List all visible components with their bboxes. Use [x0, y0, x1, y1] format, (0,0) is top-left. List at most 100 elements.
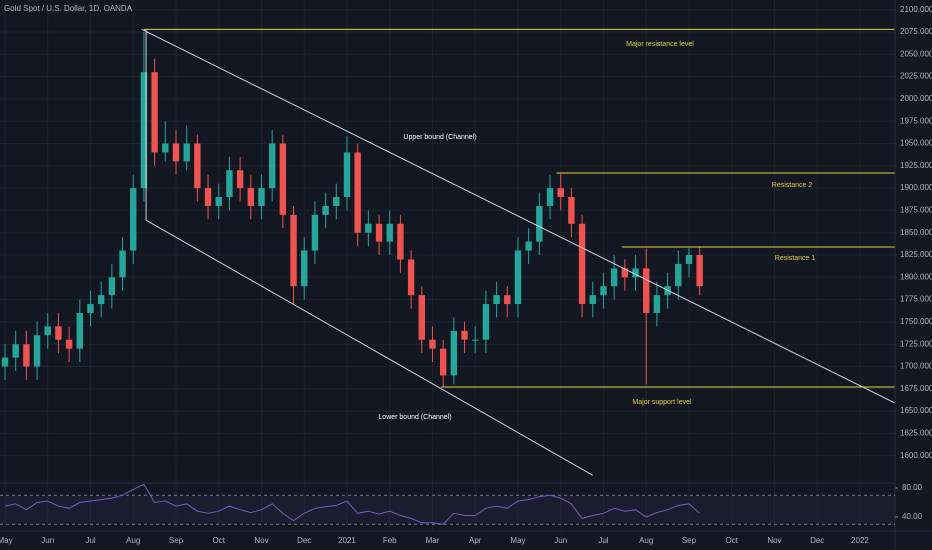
x-tick-label: Aug [126, 536, 140, 545]
candle-body [247, 188, 255, 206]
y-tick-label: 1950.000 [900, 139, 932, 148]
y-tick-label: 1875.000 [900, 206, 932, 215]
candle-body [65, 339, 73, 349]
y-tick-label: 2050.000 [900, 49, 932, 58]
candle-body [568, 197, 575, 224]
candle-body [333, 197, 340, 206]
y-tick-label: 1900.000 [900, 183, 932, 192]
candle-body [536, 205, 543, 242]
candle-body [23, 344, 30, 367]
x-tick-label: Mar [426, 536, 440, 545]
candle-body [1, 357, 9, 367]
candle-body [589, 295, 596, 305]
candle-body [397, 223, 404, 260]
candle-body [418, 295, 425, 340]
candle-body [183, 143, 190, 162]
candle-body [365, 223, 372, 233]
candle-body [461, 330, 468, 340]
candle-body [119, 250, 126, 278]
y-tick-label: 2075.000 [900, 27, 932, 36]
annotation-label: Major support level [632, 399, 692, 406]
candle-body [472, 339, 479, 341]
candle-body [439, 348, 447, 376]
y-tick-label: 1625.000 [900, 428, 932, 437]
x-tick-label: Nov [254, 536, 268, 545]
candle-body [429, 339, 436, 349]
x-tick-label: Feb [383, 536, 397, 545]
x-tick-label: Apr [469, 536, 482, 545]
candle-body [204, 188, 212, 206]
rsi-tick-label: 80.00 [902, 483, 923, 492]
x-tick-label: Jul [85, 536, 95, 545]
candle-body [386, 223, 393, 242]
x-tick-label: Sep [169, 536, 184, 545]
x-tick-label: Jul [598, 536, 608, 545]
x-tick-label: 2022 [851, 536, 869, 545]
x-tick-label: Oct [725, 536, 738, 545]
candle-body [600, 286, 607, 296]
candle-body [493, 295, 500, 305]
plot [1, 28, 896, 476]
candle-body [97, 295, 105, 305]
candle-body [279, 143, 287, 215]
annotation-label: Major resistance level [626, 41, 694, 48]
candle-body [653, 295, 661, 313]
candle-body [504, 295, 511, 305]
candle-body [311, 214, 319, 251]
y-tick-label: 2000.000 [900, 94, 932, 103]
annotation-label: Upper bound (Channel) [403, 134, 476, 141]
candle-body [44, 326, 51, 336]
x-tick-label: Jun [41, 536, 54, 545]
candle-body [525, 241, 532, 251]
y-tick-label: 1600.000 [900, 451, 932, 460]
x-tick-label: Nov [767, 536, 781, 545]
trend-line [145, 219, 594, 476]
y-tick-label: 1650.000 [900, 406, 932, 415]
candle-body [546, 188, 554, 206]
candle-body [258, 188, 265, 206]
candle-body [557, 188, 564, 198]
grid [0, 0, 895, 530]
y-tick-label: 1825.000 [900, 250, 932, 259]
y-tick-label: 1850.000 [900, 228, 932, 237]
candle-body [108, 277, 116, 296]
candle-body [76, 312, 84, 349]
rsi-tick-label: 40.00 [902, 512, 923, 521]
annotation-label: Resistance 1 [775, 255, 816, 262]
candle-body [55, 326, 62, 340]
candle-body [621, 268, 629, 278]
candle-body [87, 304, 94, 313]
x-tick-label: May [510, 536, 525, 545]
x-tick-label: Dec [297, 536, 311, 545]
candle-body [675, 263, 682, 287]
y-tick-label: 1725.000 [900, 339, 932, 348]
x-tick-label: Oct [213, 536, 226, 545]
candle-body [322, 205, 329, 215]
candle-body [343, 152, 351, 198]
candle-body [354, 152, 361, 233]
candle-body [578, 223, 586, 305]
y-tick-label: 2100.000 [900, 5, 932, 14]
x-tick-label: Sep [682, 536, 697, 545]
candle-body [685, 255, 693, 264]
candle-body [268, 143, 276, 189]
x-tick-label: May [0, 536, 13, 545]
candle-body [632, 268, 639, 278]
x-tick-label: Jun [554, 536, 567, 545]
y-tick-label: 1750.000 [900, 317, 932, 326]
y-tick-label: 1975.000 [900, 116, 932, 125]
x-tick-label: Aug [639, 536, 653, 545]
candle-body [226, 170, 233, 198]
candle-body [610, 268, 618, 287]
y-tick-label: 1675.000 [900, 384, 932, 393]
candle-body [151, 72, 158, 153]
y-tick-label: 2025.000 [900, 72, 932, 81]
candle-body [696, 255, 703, 287]
candle-body [12, 344, 19, 358]
candle-body [482, 304, 490, 340]
candle-body [236, 170, 244, 189]
x-tick-label: Dec [810, 536, 824, 545]
chart-title: Gold Spot / U.S. Dollar, 1D, OANDA [4, 4, 133, 13]
